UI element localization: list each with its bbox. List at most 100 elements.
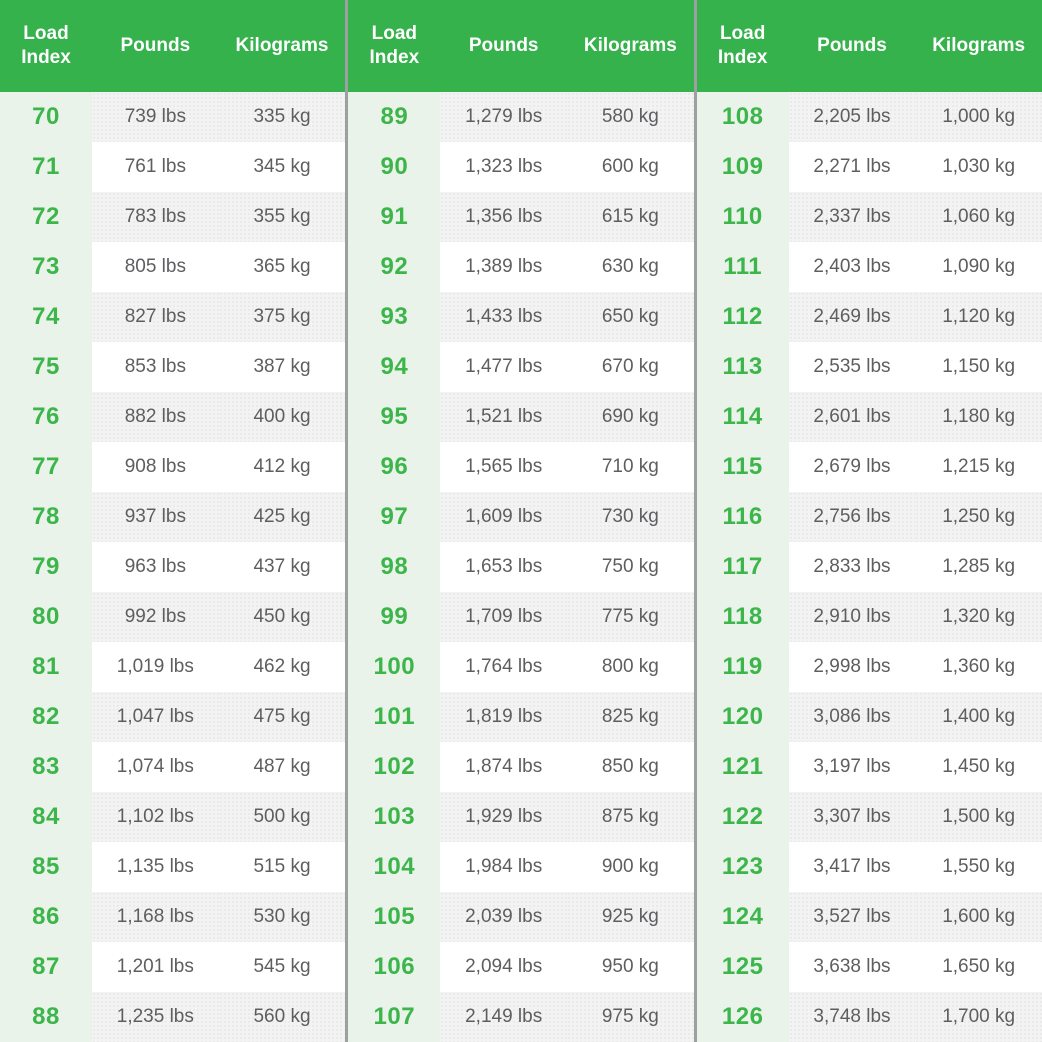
load-index-cell: 102 <box>348 742 441 792</box>
table-row: 102 1,874 lbs 850 kg <box>348 742 694 792</box>
kilograms-cell: 710 kg <box>567 442 694 492</box>
kilograms-cell: 1,400 kg <box>915 692 1042 742</box>
pounds-cell: 1,235 lbs <box>92 992 219 1042</box>
table-group-3: Load Index Pounds Kilograms 108 2,205 lbs 1,0… <box>696 0 1042 1042</box>
pounds-cell: 3,197 lbs <box>788 742 916 792</box>
pounds-cell: 1,047 lbs <box>92 692 219 742</box>
load-index-cell: 104 <box>348 842 441 892</box>
table-row: 85 1,135 lbs 515 kg <box>0 842 346 892</box>
table-row: 98 1,653 lbs 750 kg <box>348 542 694 592</box>
load-index-cell: 86 <box>0 892 92 942</box>
table-row: 76 882 lbs 400 kg <box>0 392 346 442</box>
kilograms-cell: 475 kg <box>218 692 346 742</box>
kilograms-cell: 1,060 kg <box>915 192 1042 242</box>
load-index-cell: 98 <box>348 542 441 592</box>
pounds-cell: 1,929 lbs <box>440 792 567 842</box>
table-row: 78 937 lbs 425 kg <box>0 492 346 542</box>
table-row: 119 2,998 lbs 1,360 kg <box>696 642 1042 692</box>
kilograms-cell: 1,500 kg <box>915 792 1042 842</box>
kilograms-cell: 1,120 kg <box>915 292 1042 342</box>
table-row: 122 3,307 lbs 1,500 kg <box>696 792 1042 842</box>
pounds-cell: 1,819 lbs <box>440 692 567 742</box>
kilograms-cell: 975 kg <box>567 992 694 1042</box>
load-index-cell: 76 <box>0 392 92 442</box>
table-row: 80 992 lbs 450 kg <box>0 592 346 642</box>
table-header-row: Load Index Pounds Kilograms <box>348 0 694 92</box>
load-index-cell: 105 <box>348 892 441 942</box>
pounds-cell: 2,149 lbs <box>440 992 567 1042</box>
kilograms-cell: 400 kg <box>218 392 346 442</box>
kilograms-cell: 530 kg <box>218 892 346 942</box>
load-index-cell: 108 <box>696 92 789 142</box>
pounds-cell: 1,984 lbs <box>440 842 567 892</box>
load-index-cell: 80 <box>0 592 92 642</box>
table-row: 109 2,271 lbs 1,030 kg <box>696 142 1042 192</box>
pounds-cell: 992 lbs <box>92 592 219 642</box>
kilograms-cell: 925 kg <box>567 892 694 942</box>
table-row: 87 1,201 lbs 545 kg <box>0 942 346 992</box>
pounds-cell: 1,102 lbs <box>92 792 219 842</box>
load-index-cell: 110 <box>696 192 789 242</box>
pounds-cell: 882 lbs <box>92 392 219 442</box>
kilograms-cell: 670 kg <box>567 342 694 392</box>
pounds-cell: 2,535 lbs <box>788 342 916 392</box>
table-row: 100 1,764 lbs 800 kg <box>348 642 694 692</box>
load-index-cell: 72 <box>0 192 92 242</box>
pounds-cell: 1,433 lbs <box>440 292 567 342</box>
kilograms-cell: 730 kg <box>567 492 694 542</box>
table-body: 70 739 lbs 335 kg 71 761 lbs 345 kg 72 783 lbs 3… <box>0 92 346 1042</box>
table-row: 104 1,984 lbs 900 kg <box>348 842 694 892</box>
table-body: 89 1,279 lbs 580 kg 90 1,323 lbs 600 kg 91 1,35… <box>348 92 694 1042</box>
load-index-cell: 116 <box>696 492 789 542</box>
pounds-cell: 1,135 lbs <box>92 842 219 892</box>
kilograms-cell: 500 kg <box>218 792 346 842</box>
pounds-cell: 1,609 lbs <box>440 492 567 542</box>
kilograms-cell: 800 kg <box>567 642 694 692</box>
table-row: 126 3,748 lbs 1,700 kg <box>696 992 1042 1042</box>
table-row: 75 853 lbs 387 kg <box>0 342 346 392</box>
header-pounds: Pounds <box>120 35 191 57</box>
load-index-cell: 91 <box>348 192 441 242</box>
kilograms-cell: 1,550 kg <box>915 842 1042 892</box>
table-row: 96 1,565 lbs 710 kg <box>348 442 694 492</box>
load-index-cell: 77 <box>0 442 92 492</box>
load-index-cell: 117 <box>696 542 789 592</box>
load-index-cell: 126 <box>696 992 789 1042</box>
table-row: 103 1,929 lbs 875 kg <box>348 792 694 842</box>
table-row: 92 1,389 lbs 630 kg <box>348 242 694 292</box>
column-divider <box>693 0 697 1042</box>
kilograms-cell: 1,600 kg <box>915 892 1042 942</box>
pounds-cell: 2,679 lbs <box>788 442 916 492</box>
kilograms-cell: 450 kg <box>218 592 346 642</box>
table-row: 117 2,833 lbs 1,285 kg <box>696 542 1042 592</box>
load-index-cell: 112 <box>696 292 789 342</box>
table-row: 121 3,197 lbs 1,450 kg <box>696 742 1042 792</box>
pounds-cell: 2,403 lbs <box>788 242 916 292</box>
pounds-cell: 2,910 lbs <box>788 592 916 642</box>
load-index-cell: 90 <box>348 142 441 192</box>
pounds-cell: 937 lbs <box>92 492 219 542</box>
pounds-cell: 2,337 lbs <box>788 192 916 242</box>
table-row: 111 2,403 lbs 1,090 kg <box>696 242 1042 292</box>
load-index-cell: 106 <box>348 942 441 992</box>
kilograms-cell: 825 kg <box>567 692 694 742</box>
kilograms-cell: 875 kg <box>567 792 694 842</box>
pounds-cell: 3,307 lbs <box>788 792 916 842</box>
kilograms-cell: 1,030 kg <box>915 142 1042 192</box>
pounds-cell: 3,748 lbs <box>788 992 916 1042</box>
pounds-cell: 1,168 lbs <box>92 892 219 942</box>
table-row: 120 3,086 lbs 1,400 kg <box>696 692 1042 742</box>
load-index-cell: 114 <box>696 392 789 442</box>
kilograms-cell: 412 kg <box>218 442 346 492</box>
pounds-cell: 1,874 lbs <box>440 742 567 792</box>
pounds-cell: 783 lbs <box>92 192 219 242</box>
table-row: 88 1,235 lbs 560 kg <box>0 992 346 1042</box>
table-row: 94 1,477 lbs 670 kg <box>348 342 694 392</box>
kilograms-cell: 560 kg <box>218 992 346 1042</box>
table-row: 118 2,910 lbs 1,320 kg <box>696 592 1042 642</box>
kilograms-cell: 355 kg <box>218 192 346 242</box>
pounds-cell: 1,356 lbs <box>440 192 567 242</box>
load-index-cell: 70 <box>0 92 92 142</box>
kilograms-cell: 425 kg <box>218 492 346 542</box>
